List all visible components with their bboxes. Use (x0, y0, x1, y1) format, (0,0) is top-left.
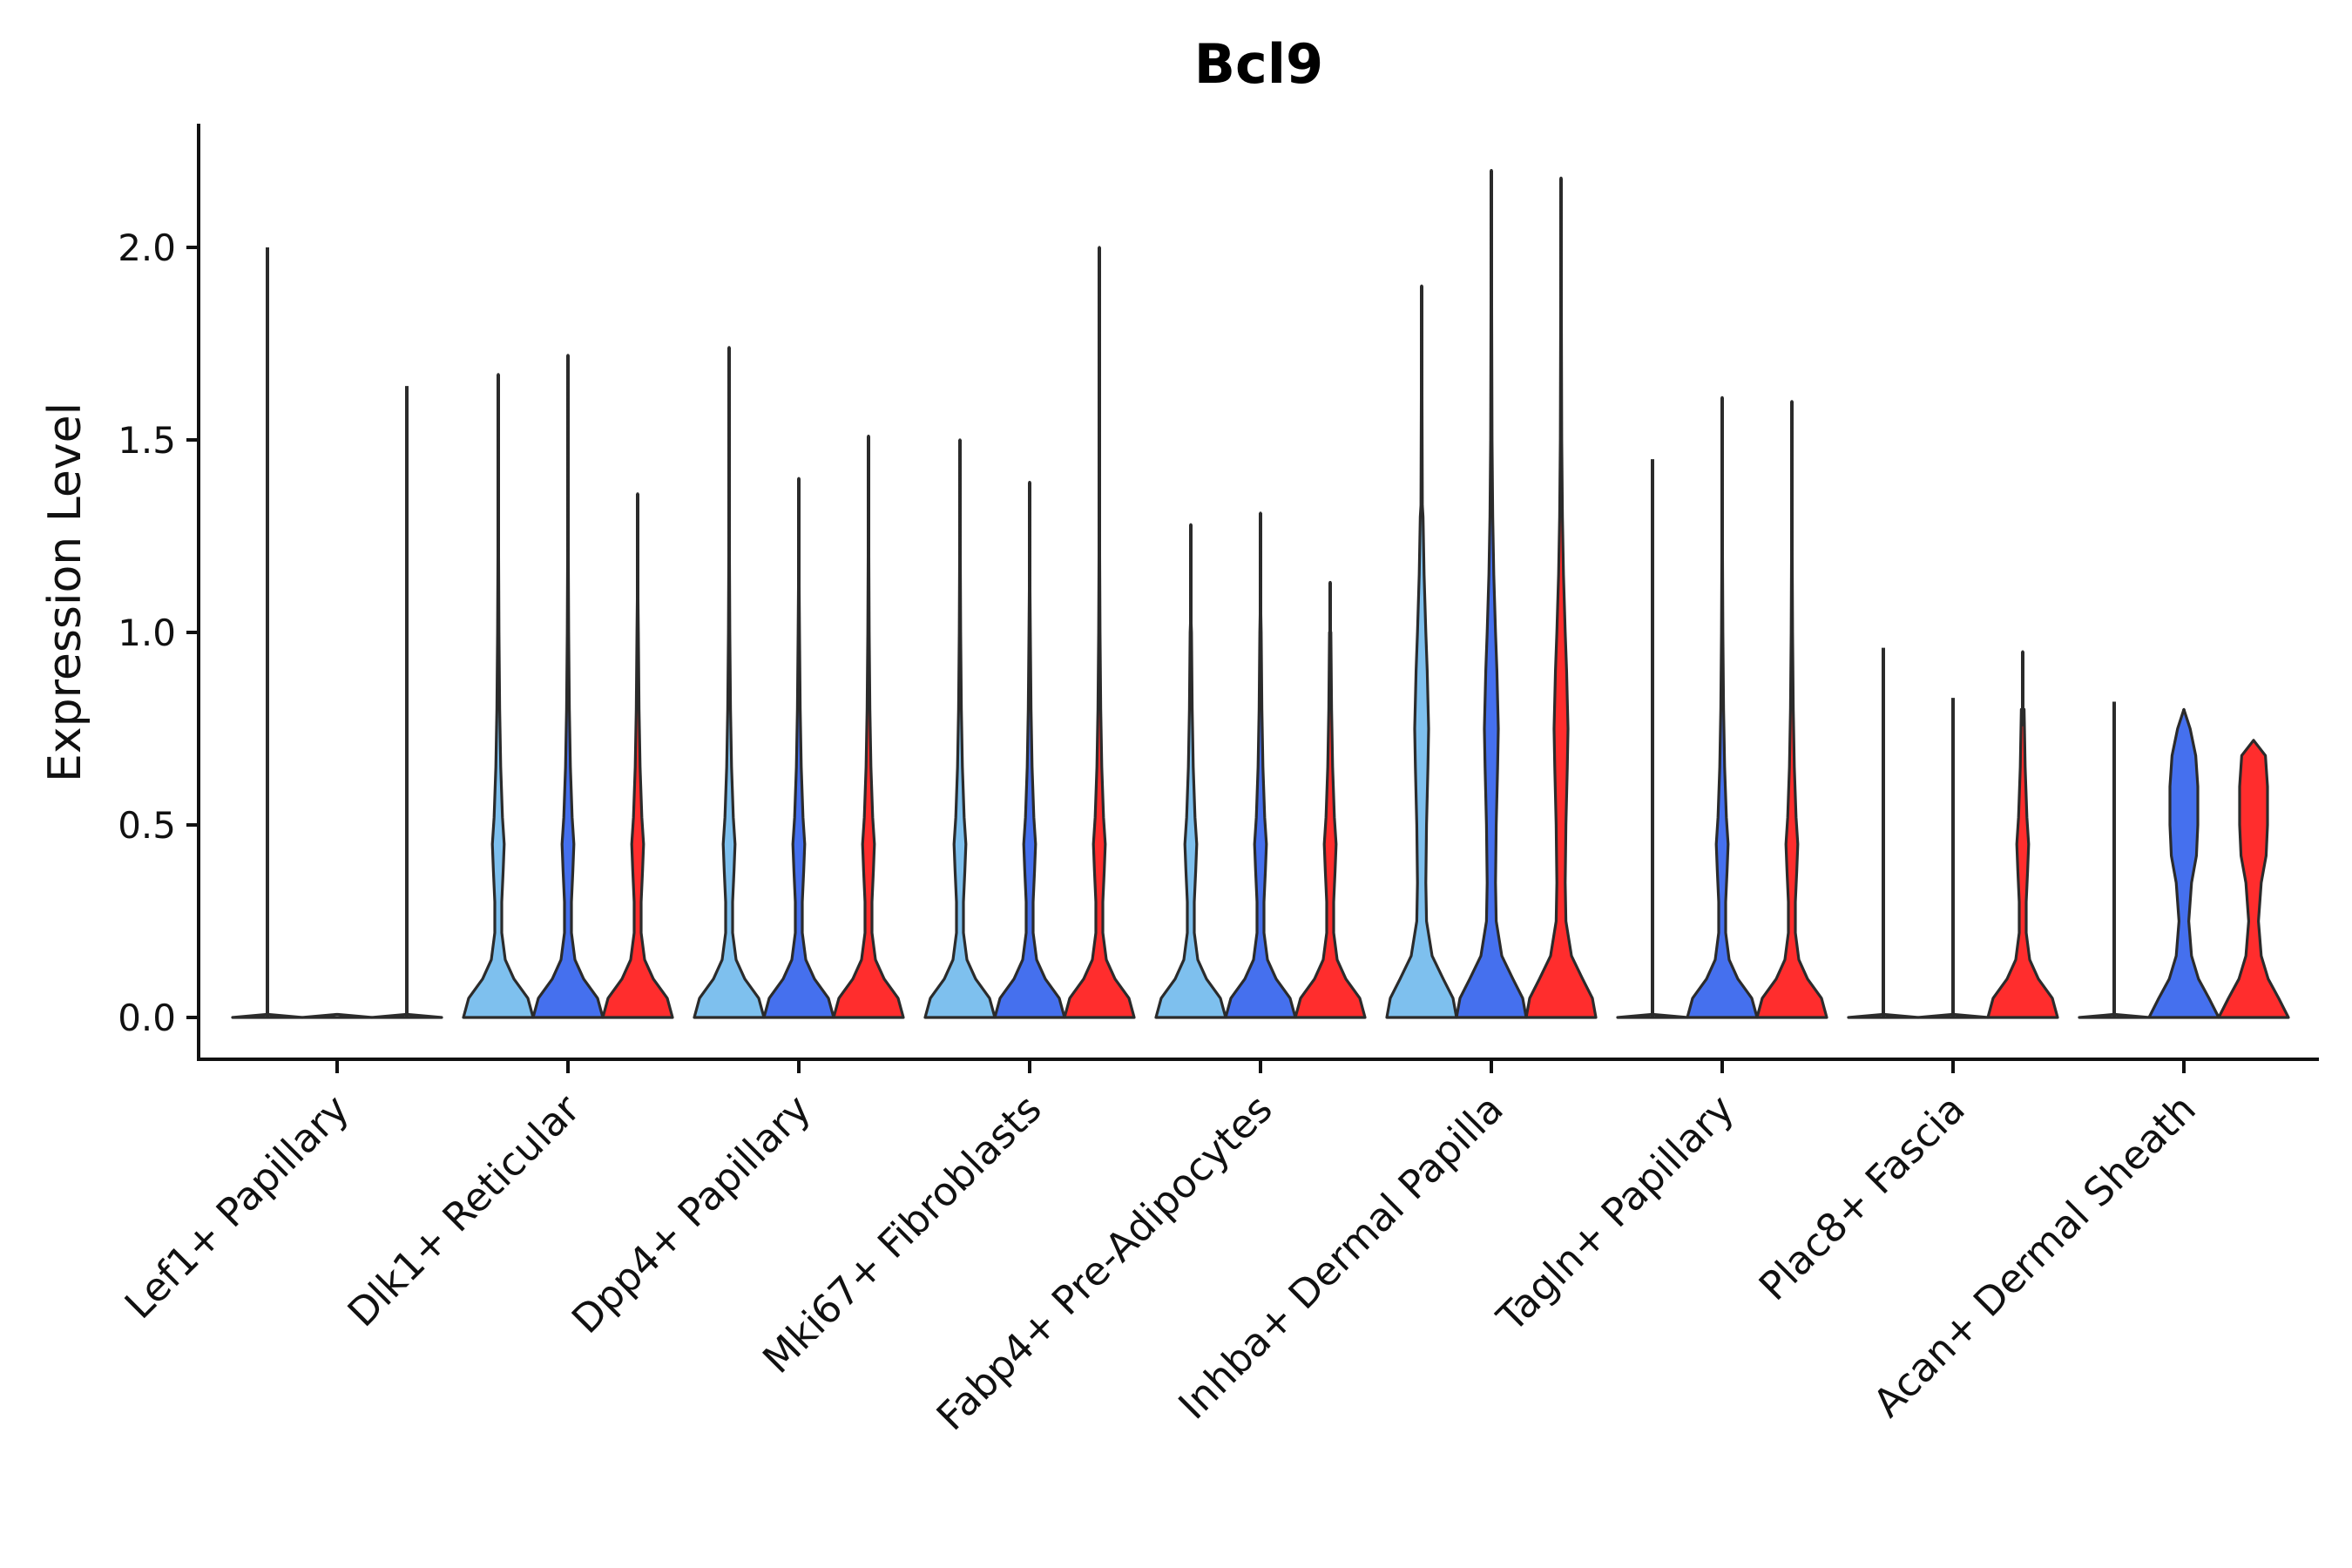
violin-group-3-6 (1755, 400, 1828, 1019)
violin-group-3-2 (832, 435, 905, 1019)
violin-group-1-3 (923, 438, 997, 1019)
violin-group-3-1 (601, 492, 674, 1019)
y-tick-label: 0.0 (118, 997, 176, 1039)
x-tick-label: Dlk1+ Reticular (339, 1085, 589, 1335)
violin-group-1-4 (1154, 523, 1227, 1019)
violin-group-2-0 (301, 1012, 374, 1019)
y-tick-label: 0.5 (118, 804, 176, 847)
violin-group-1-5 (1385, 284, 1458, 1019)
violin-group-3-7 (1986, 650, 2059, 1019)
violin-group-2-8 (2147, 707, 2220, 1019)
x-tick-label: Dpp4+ Papillary (563, 1085, 820, 1342)
x-tick-label: Plac8+ Fascia (1750, 1085, 1974, 1309)
violin-group-3-5 (1524, 176, 1598, 1019)
violin-group-2-3 (993, 481, 1066, 1019)
violin-group-3-8 (2217, 739, 2290, 1019)
violin-group-1-0 (231, 1012, 304, 1019)
violin-group-1-8 (2078, 1012, 2151, 1019)
violin-group-1-2 (693, 346, 766, 1019)
violin-group-2-2 (762, 476, 835, 1019)
violin-group-2-1 (531, 354, 605, 1019)
violin-group-1-1 (462, 373, 535, 1019)
y-axis-label: Expression Level (39, 402, 91, 782)
chart-title: Bcl9 (1194, 32, 1323, 96)
violin-group-2-4 (1224, 511, 1297, 1019)
x-tick-label: Lef1+ Papillary (116, 1085, 358, 1328)
violin-group-3-3 (1063, 246, 1136, 1019)
violins-layer (231, 169, 2290, 1019)
y-tick-label: 1.5 (118, 419, 176, 462)
violin-group-1-7 (1847, 1012, 1920, 1019)
y-tick-label: 2.0 (118, 226, 176, 269)
axes-layer (197, 124, 2319, 1061)
x-tick-label: Tagln+ Papillary (1488, 1085, 1743, 1341)
violin-group-2-5 (1455, 169, 1528, 1019)
violin-group-2-7 (1916, 1012, 1990, 1019)
violin-group-1-6 (1616, 1012, 1689, 1019)
y-tick-label: 1.0 (118, 612, 176, 654)
violin-group-3-4 (1294, 580, 1367, 1019)
y-ticks: 0.0 0.5 1.0 1.5 2.0 (118, 226, 199, 1039)
violin-group-3-0 (370, 1012, 443, 1019)
violin-group-2-6 (1686, 395, 1759, 1019)
